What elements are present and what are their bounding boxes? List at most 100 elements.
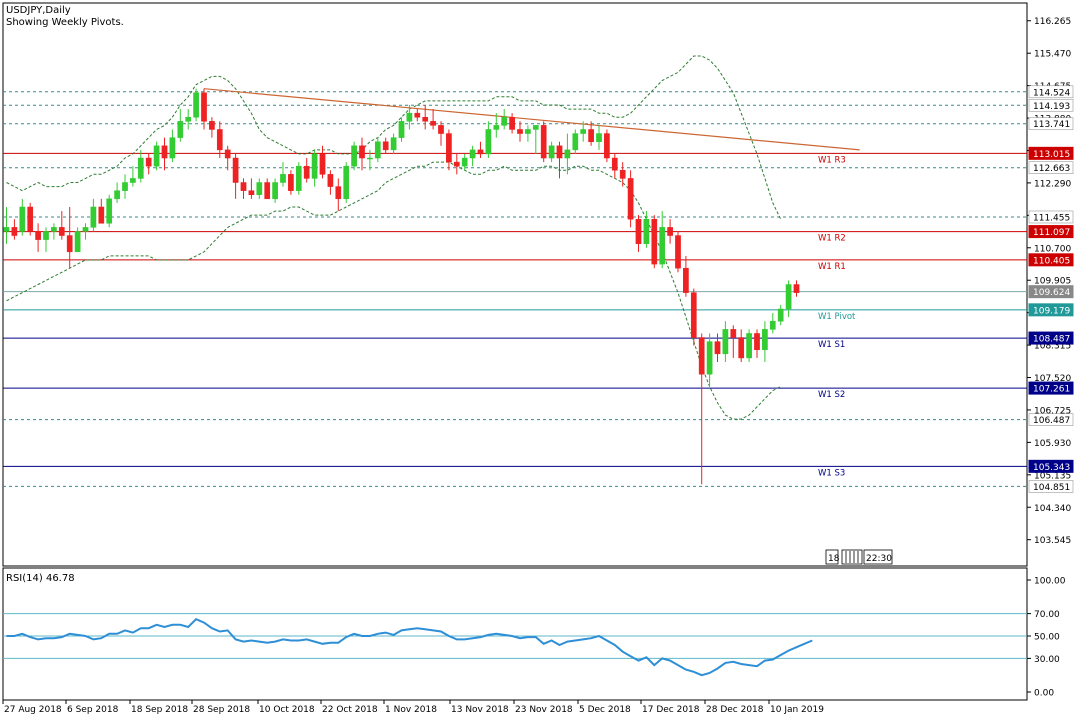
- level-price-label: 113.741: [1033, 120, 1070, 130]
- bear-candle: [288, 174, 294, 191]
- time-tick-label: 18 Sep 2018: [131, 705, 188, 715]
- bear-candle: [264, 182, 271, 200]
- bear-candle: [635, 218, 642, 244]
- price-tick-label: 106.725: [1034, 406, 1071, 416]
- bear-candle: [232, 157, 239, 183]
- bull-candle: [90, 206, 97, 228]
- rsi-panel-frame: [2, 567, 1028, 701]
- price-tick-label: 116.265: [1034, 17, 1071, 27]
- trendline-layer: [203, 88, 860, 151]
- pivot-price-label: 105.343: [1033, 463, 1070, 473]
- rsi-series-line: [6, 618, 813, 677]
- bear-candle: [335, 186, 342, 200]
- bear-candle: [730, 329, 737, 338]
- pivot-name-label: W1 S3: [818, 468, 845, 478]
- bear-candle: [248, 190, 255, 195]
- price-tick-label: 110.700: [1034, 244, 1071, 254]
- bull-candle: [82, 227, 89, 232]
- bull-candle: [580, 129, 587, 134]
- bull-candle: [461, 157, 468, 167]
- level-price-label: 106.487: [1033, 416, 1070, 426]
- pivot-price-tag: [1028, 381, 1074, 395]
- rsi-tick-label: 50.00: [1034, 633, 1060, 643]
- bear-candle: [540, 125, 547, 159]
- trendline: [203, 88, 860, 151]
- bear-candle: [627, 178, 634, 220]
- bull-candle: [343, 165, 350, 200]
- price-tick-label: 108.315: [1034, 342, 1071, 352]
- pivot-name-label: W1 R1: [818, 262, 846, 272]
- bull-candle: [785, 284, 792, 310]
- bear-candle: [509, 116, 515, 130]
- widget-box-time[interactable]: [863, 549, 893, 565]
- bear-candle: [619, 170, 626, 179]
- bear-candle: [359, 145, 365, 159]
- bull-candle: [351, 145, 357, 167]
- bear-candle: [690, 292, 697, 338]
- bull-candle: [295, 165, 302, 191]
- bear-candle: [303, 165, 310, 179]
- main-panel-frame: [2, 2, 1028, 567]
- bull-candle: [777, 308, 784, 322]
- bear-candle: [675, 235, 681, 269]
- pivot-name-label: W1 R2: [818, 234, 846, 244]
- bear-candle: [327, 174, 334, 187]
- level-price-tag: [1028, 480, 1074, 493]
- price-tick-label: 107.520: [1034, 374, 1071, 384]
- bear-candle: [66, 235, 73, 253]
- bear-candle: [556, 145, 563, 159]
- bull-candle: [74, 231, 81, 253]
- bull-candle: [398, 121, 405, 138]
- widget-box-bars[interactable]: [841, 549, 863, 565]
- widget-box-day[interactable]: [825, 549, 839, 565]
- pivot-price-tag: [1028, 225, 1074, 239]
- bull-candle: [137, 157, 144, 179]
- bull-candle: [374, 141, 381, 159]
- bull-candle: [525, 129, 531, 134]
- pivot-name-label: W1 R3: [818, 155, 846, 165]
- bear-candle: [382, 141, 389, 151]
- pivot-price-tag: [1028, 331, 1074, 345]
- bear-candle: [651, 218, 658, 265]
- bull-candle: [153, 145, 160, 167]
- time-tick-label: 28 Sep 2018: [193, 705, 250, 715]
- bear-candle: [319, 153, 326, 175]
- bear-candle: [35, 231, 41, 240]
- chart-subtitle: Showing Weekly Pivots.: [6, 17, 124, 28]
- bull-candle: [548, 145, 555, 159]
- bull-candle: [769, 320, 776, 330]
- price-tick-label: 103.545: [1034, 536, 1071, 546]
- rsi-tick-label: 30.00: [1034, 655, 1060, 665]
- bear-candle: [604, 133, 610, 159]
- rsi-tick-label: 100.00: [1034, 577, 1066, 587]
- rsi-plot: 100.00 70.00 50.00 30.00 0.00: [3, 577, 1066, 699]
- pivot-name-label: W1 S2: [818, 390, 845, 400]
- current-price-tag: [1028, 285, 1074, 299]
- bull-candle: [532, 125, 539, 130]
- bear-candle: [714, 341, 721, 355]
- bear-candle: [58, 227, 65, 236]
- rsi-title: RSI(14) 46.78: [6, 573, 75, 584]
- bull-candle: [706, 341, 713, 375]
- bear-candle: [224, 149, 231, 159]
- bear-candle: [240, 182, 247, 191]
- price-tick-label: 115.470: [1034, 50, 1071, 60]
- time-tick-label: 10 Oct 2018: [259, 705, 315, 715]
- bear-candle: [453, 161, 460, 167]
- period-separator-widget[interactable]: 18 22:30: [825, 549, 893, 565]
- bull-candle: [469, 149, 476, 159]
- bull-candle: [722, 329, 729, 355]
- bear-candle: [588, 129, 594, 142]
- bull-candle: [390, 137, 397, 151]
- bear-candle: [430, 121, 436, 126]
- pivot-price-label: 111.097: [1033, 228, 1070, 238]
- bull-candle: [311, 153, 318, 179]
- pivot-price-label: 109.179: [1033, 306, 1070, 316]
- bull-candle: [572, 133, 579, 151]
- time-tick-label: 10 Jan 2019: [770, 705, 824, 715]
- pivot-price-tag: [1028, 253, 1074, 267]
- pivot-price-tag: [1028, 459, 1074, 473]
- bear-candle: [738, 337, 745, 359]
